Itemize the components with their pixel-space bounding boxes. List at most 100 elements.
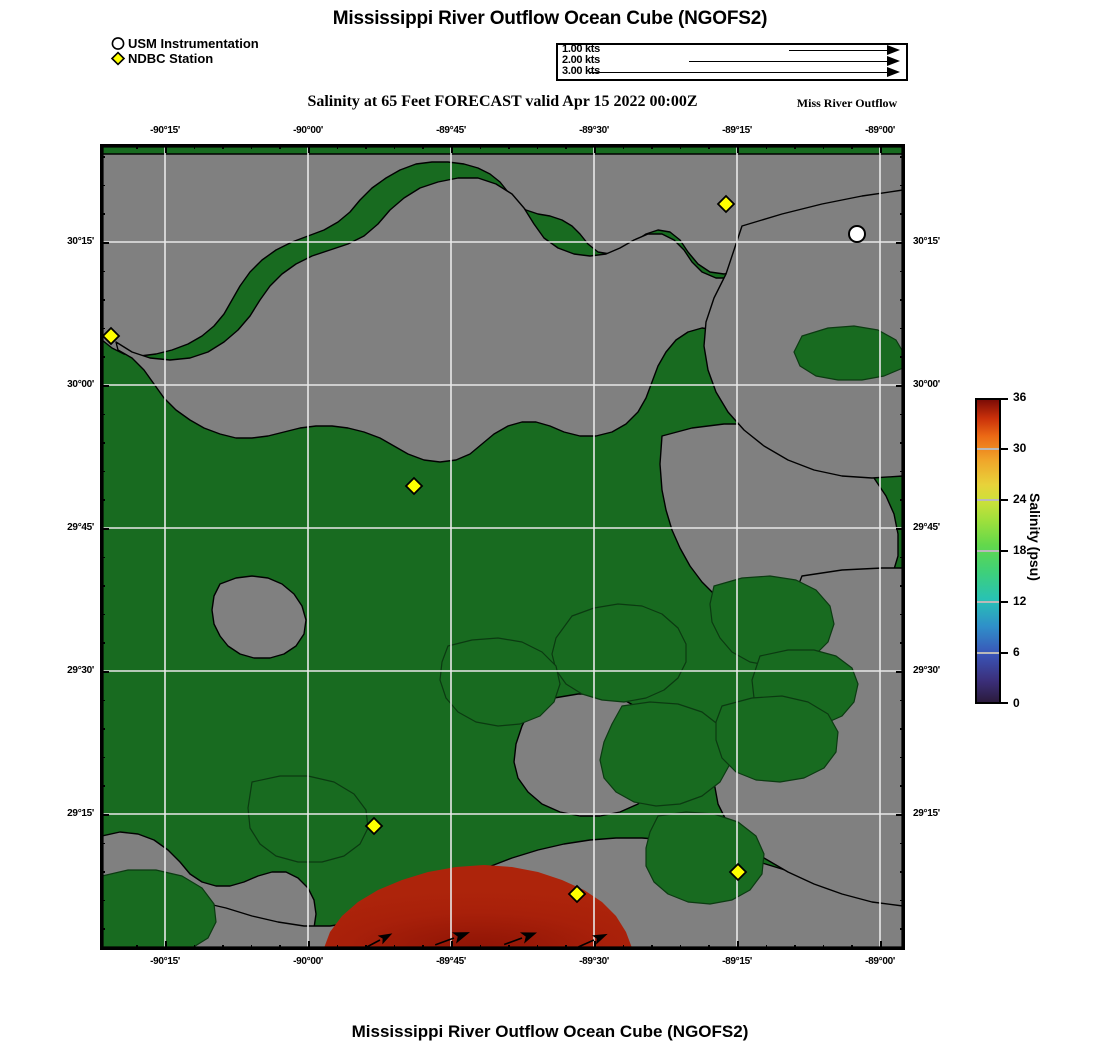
lon-tick-label-top: -90°15' [150,125,180,136]
axis-tick [565,144,567,149]
axis-tick [896,528,905,530]
velocity-arrow-shaft-1 [789,50,889,51]
land-north-shore [102,153,903,357]
velocity-arrow-head-2 [887,56,900,66]
ndbc-station-marker[interactable] [716,194,736,214]
water-delta-marsh-1 [551,603,687,703]
lon-tick-label-top: -89°45' [436,125,466,136]
velocity-scale-row-1: 1.00 kts [558,44,906,56]
axis-tick [900,728,905,730]
ndbc-station-marker[interactable] [404,476,424,496]
colorbar-tick [1001,448,1008,450]
axis-tick [308,941,310,950]
axis-tick [100,442,105,444]
colorbar-title: Salinity (psu) [1027,493,1043,581]
axis-tick [900,156,905,158]
axis-tick [100,184,105,187]
axis-tick [900,642,905,644]
axis-tick [100,242,109,244]
axis-tick [765,945,768,950]
colorbar-tick [1001,499,1008,501]
lat-tick-label-right: 30°15' [913,236,940,247]
lon-tick-label-top: -89°00' [865,125,895,136]
colorbar-tick-label: 12 [1013,594,1027,608]
marker-legend: USM Instrumentation NDBC Station [110,36,259,66]
station-markers[interactable] [102,194,866,904]
axis-tick [100,156,105,158]
axis-tick [880,941,882,950]
axis-tick [100,871,105,873]
velocity-arrow-head-3 [887,67,900,77]
axis-tick [100,270,105,273]
axis-tick [900,899,905,902]
axis-tick [536,144,539,149]
axis-tick [594,941,596,950]
colorbar-tick-label: 30 [1013,441,1027,455]
map-border [102,146,903,948]
axis-tick [100,528,109,530]
axis-tick [222,945,224,950]
ndbc-station-marker[interactable] [567,884,587,904]
axis-tick [393,945,396,950]
velocity-vector [578,933,608,948]
axis-tick [451,941,453,950]
map-canvas[interactable] [100,144,905,950]
colorbar-tick-label: 0 [1013,696,1020,710]
diamond-marker-icon [110,51,128,66]
axis-tick [880,144,882,153]
legend-item-usm: USM Instrumentation [110,36,259,51]
axis-tick [737,941,739,950]
axis-tick [794,144,796,149]
axis-tick [508,945,510,950]
water-open-gulf-right [715,695,839,783]
usm-instrumentation-marker[interactable] [848,225,866,243]
axis-tick [100,585,105,587]
colorbar-tick [1001,550,1008,552]
lat-tick-label-left: 29°15' [67,808,94,819]
colorbar-tick [1001,652,1008,654]
lat-tick-label-left: 30°15' [67,236,94,247]
axis-tick [336,945,339,950]
axis-tick [900,842,905,845]
axis-tick [679,945,682,950]
colorbar-interior-gridline [977,601,999,603]
lat-tick-label-right: 29°30' [913,665,940,676]
ndbc-station-marker[interactable] [364,816,384,836]
axis-tick [896,242,905,244]
colorbar-tick-label: 18 [1013,543,1027,557]
axis-tick [100,413,105,416]
axis-tick [308,144,310,153]
axis-tick [100,470,105,473]
legend-label-usm: USM Instrumentation [128,35,259,51]
axis-tick [900,413,905,416]
axis-tick [279,945,281,950]
colorbar-tick [1001,398,1008,400]
axis-tick [622,144,625,149]
lon-tick-label-bottom: -89°30' [579,956,609,967]
axis-tick [900,699,905,702]
salinity-map[interactable] [102,146,903,948]
lat-tick-label-right: 29°45' [913,522,940,533]
axis-tick [100,899,105,902]
ndbc-station-marker[interactable] [102,326,121,346]
lon-tick-label-bottom: -90°00' [293,956,323,967]
axis-tick [851,144,853,149]
axis-tick [100,842,105,845]
axis-tick [393,144,396,149]
axis-tick [336,144,339,149]
circle-marker-icon [110,36,128,51]
axis-tick [100,556,105,559]
axis-tick [900,499,905,501]
water-southwest-channel [102,869,217,948]
land-northeast-shelf [703,189,903,479]
axis-tick [100,499,105,501]
axis-tick [422,144,424,149]
lat-tick-label-left: 30°00' [67,379,94,390]
colorbar-tick-label: 6 [1013,645,1020,659]
ndbc-station-marker[interactable] [728,862,748,882]
axis-tick [679,144,682,149]
lon-tick-label-bottom: -90°15' [150,956,180,967]
colorbar-interior-gridline [977,499,999,501]
axis-tick [193,144,196,149]
axis-tick [708,945,710,950]
